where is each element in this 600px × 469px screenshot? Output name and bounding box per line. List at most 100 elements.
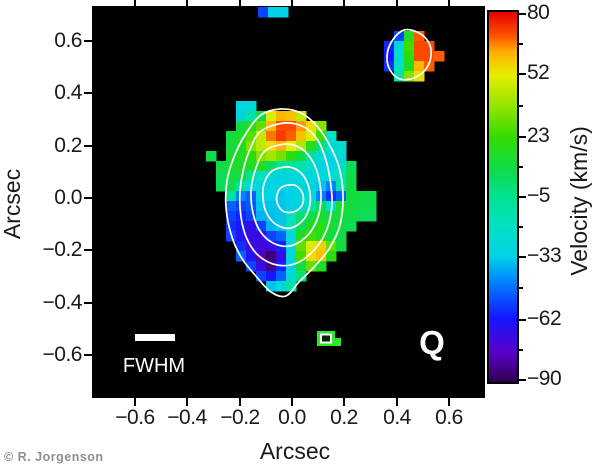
velocity-cell xyxy=(316,261,327,272)
velocity-cell xyxy=(316,121,327,132)
x-axis-top-tick xyxy=(239,0,241,6)
velocity-cell xyxy=(316,151,327,162)
velocity-cell xyxy=(236,151,247,162)
velocity-cell xyxy=(236,131,247,142)
velocity-cell xyxy=(286,171,297,182)
velocity-cell xyxy=(256,251,267,262)
velocity-cell xyxy=(286,211,297,222)
x-axis-top-tick xyxy=(396,0,398,6)
y-axis-tick-label: −0.2 xyxy=(42,238,83,261)
velocity-cell xyxy=(296,211,307,222)
velocity-cell xyxy=(366,211,377,222)
velocity-cell xyxy=(266,281,277,292)
x-axis-top-tick xyxy=(291,0,293,6)
y-axis-tick-label: 0.6 xyxy=(54,29,82,52)
velocity-cell xyxy=(226,141,237,152)
velocity-cell xyxy=(266,161,277,172)
velocity-cell xyxy=(266,231,277,242)
velocity-cell xyxy=(326,171,337,182)
x-axis-tick xyxy=(134,398,136,406)
contour-line xyxy=(238,122,333,267)
velocity-cell xyxy=(256,211,267,222)
velocity-cell xyxy=(246,231,257,242)
velocity-cell xyxy=(316,161,327,172)
colorbar-tick-label: −62 xyxy=(527,307,562,330)
colorbar-tick xyxy=(519,379,526,381)
velocity-cell xyxy=(276,201,287,212)
velocity-cell xyxy=(394,61,405,72)
velocity-cell xyxy=(306,131,317,142)
velocity-cell xyxy=(414,41,425,52)
velocity-cell xyxy=(246,131,257,142)
velocity-cell xyxy=(276,231,287,242)
velocity-cell xyxy=(306,251,317,262)
velocity-cell xyxy=(346,181,357,192)
velocity-cell xyxy=(394,51,405,62)
colorbar-tick-label: −5 xyxy=(527,184,550,207)
velocity-cell xyxy=(216,171,227,182)
y-axis-title: Arcsec xyxy=(0,168,25,240)
velocity-cell xyxy=(256,161,267,172)
x-axis-tick xyxy=(448,398,450,406)
x-axis-top-tick xyxy=(186,0,188,6)
velocity-cell xyxy=(226,151,237,162)
velocity-cell xyxy=(286,221,297,232)
velocity-cell xyxy=(316,211,327,222)
velocity-cell xyxy=(256,181,267,192)
y-axis-tick-label: 0.2 xyxy=(54,134,82,157)
velocity-cell xyxy=(226,201,237,212)
velocity-cell xyxy=(414,61,425,72)
colorbar-tick-label: 23 xyxy=(527,124,550,147)
velocity-cell xyxy=(256,131,267,142)
colorbar-tick xyxy=(519,256,526,258)
velocity-cell xyxy=(286,141,297,152)
velocity-cell xyxy=(306,241,317,252)
x-axis-tick xyxy=(239,398,241,406)
velocity-cell xyxy=(424,41,435,52)
velocity-cell xyxy=(336,141,347,152)
velocity-cell xyxy=(394,41,405,52)
velocity-cell xyxy=(346,211,357,222)
x-axis-top-tick xyxy=(343,0,345,6)
velocity-cell xyxy=(306,151,317,162)
velocity-cell xyxy=(326,251,337,262)
velocity-cell xyxy=(266,241,277,252)
velocity-cell xyxy=(394,71,405,82)
velocity-cell xyxy=(306,261,317,272)
x-axis-top-tick xyxy=(134,0,136,6)
velocity-cell xyxy=(266,211,277,222)
x-axis-tick-label: −0.6 xyxy=(115,406,155,429)
velocity-cell xyxy=(336,241,347,252)
velocity-cell xyxy=(268,7,279,18)
velocity-cell xyxy=(246,251,257,262)
velocity-cell xyxy=(404,61,415,72)
contour-line xyxy=(261,166,312,230)
y-axis-tick xyxy=(84,145,92,147)
colorbar-tick xyxy=(519,319,526,321)
velocity-cell xyxy=(266,111,277,122)
velocity-cell xyxy=(306,211,317,222)
colorbar-minor-tick xyxy=(519,226,523,228)
velocity-cell xyxy=(278,7,289,18)
x-axis-tick xyxy=(291,398,293,406)
velocity-cell xyxy=(236,101,247,112)
velocity-cell xyxy=(286,121,297,132)
velocity-cell xyxy=(306,221,317,232)
velocity-cell xyxy=(266,271,277,282)
y-axis-tick xyxy=(84,354,92,356)
y-axis-tick xyxy=(84,197,92,199)
velocity-cell xyxy=(226,171,237,182)
velocity-cell xyxy=(316,131,327,142)
velocity-cell xyxy=(346,161,357,172)
velocity-cell xyxy=(286,231,297,242)
velocity-cell xyxy=(316,171,327,182)
contour-line xyxy=(275,183,305,214)
velocity-cell xyxy=(276,171,287,182)
velocity-cell xyxy=(296,161,307,172)
velocity-cell xyxy=(306,191,317,202)
velocity-cell xyxy=(384,61,395,72)
velocity-cell xyxy=(246,171,257,182)
x-axis-top-tick xyxy=(448,0,450,6)
colorbar-tick-label: 80 xyxy=(527,1,550,24)
